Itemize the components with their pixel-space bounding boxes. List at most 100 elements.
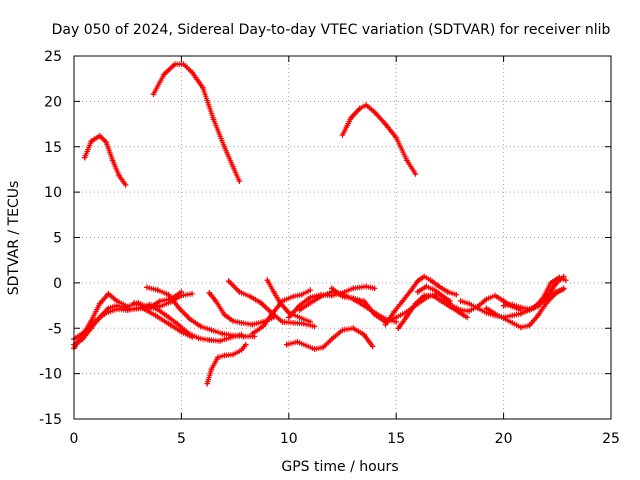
data-point	[109, 157, 116, 164]
data-point	[421, 273, 427, 280]
y-tick-label: 25	[44, 49, 62, 65]
data-point	[215, 354, 221, 361]
data-point	[318, 293, 324, 300]
data-point	[350, 295, 356, 302]
data-point	[165, 320, 172, 327]
data-point	[548, 280, 554, 286]
data-point	[404, 157, 410, 164]
x-tick-label: 0	[70, 431, 79, 447]
data-point	[363, 283, 369, 290]
data-point	[103, 139, 109, 145]
data-point	[277, 300, 283, 306]
data-point	[369, 343, 376, 350]
series-arc-4	[71, 289, 185, 351]
data-point	[210, 116, 217, 123]
data-point	[279, 319, 286, 325]
data-point	[152, 305, 159, 312]
data-point	[105, 291, 112, 297]
data-point	[236, 178, 243, 184]
data-point	[530, 305, 537, 312]
data-point	[157, 298, 163, 304]
data-point	[339, 327, 346, 333]
data-point	[412, 300, 419, 307]
series-arc-12	[249, 287, 314, 337]
data-point	[412, 171, 419, 177]
data-point	[492, 292, 498, 299]
y-axis-label: SDTVAR / TECUs	[6, 181, 22, 296]
series-markers	[150, 61, 242, 182]
data-point	[200, 85, 206, 91]
data-point	[445, 289, 451, 295]
data-point	[142, 303, 148, 310]
x-tick-label: 15	[387, 431, 405, 447]
data-point	[296, 307, 303, 313]
data-point	[258, 300, 264, 306]
data-point	[208, 327, 215, 333]
data-point	[230, 318, 236, 324]
data-point	[350, 325, 356, 331]
data-point	[453, 291, 460, 298]
data-point	[421, 292, 427, 299]
data-point	[249, 321, 256, 328]
data-point	[189, 291, 195, 297]
data-point	[155, 287, 161, 293]
data-point	[238, 347, 245, 353]
data-point	[350, 285, 356, 292]
data-point	[127, 306, 133, 312]
data-point	[144, 284, 150, 291]
data-point	[509, 320, 515, 326]
data-point	[217, 338, 223, 344]
data-point	[466, 308, 472, 314]
data-point	[189, 69, 195, 76]
data-point	[268, 311, 275, 318]
data-point	[543, 300, 550, 306]
data-point	[560, 285, 567, 292]
data-point	[339, 293, 346, 300]
grid	[74, 56, 611, 419]
data-point	[97, 300, 103, 307]
data-point	[260, 323, 266, 330]
data-point	[88, 138, 94, 145]
data-point	[180, 61, 187, 67]
data-point	[432, 287, 438, 293]
y-tick-labels: -15 -10 -5 0 5 10 15 20 25	[39, 49, 62, 428]
data-point	[382, 121, 389, 127]
data-point	[247, 293, 253, 300]
series-markers	[414, 283, 522, 314]
data-point	[296, 314, 303, 321]
data-point	[466, 300, 472, 307]
data-point	[157, 303, 163, 310]
data-point	[178, 329, 185, 335]
data-point	[363, 102, 369, 108]
data-point	[361, 331, 367, 338]
data-point	[457, 307, 464, 313]
data-point	[264, 277, 271, 283]
data-point	[500, 302, 507, 309]
data-point	[339, 132, 346, 138]
data-point	[440, 294, 447, 301]
data-point	[329, 336, 335, 342]
y-tick-label: 20	[44, 94, 62, 110]
data-point	[391, 309, 397, 315]
data-point	[552, 281, 558, 288]
series-arc-7	[131, 300, 245, 344]
y-tick-label: 10	[44, 185, 62, 201]
data-point	[509, 301, 515, 308]
data-point	[552, 291, 558, 297]
data-point	[518, 310, 524, 317]
data-point	[176, 305, 183, 312]
series-arc-1	[81, 133, 129, 188]
data-point	[185, 330, 191, 336]
data-point	[88, 325, 94, 331]
ticks	[73, 55, 612, 420]
data-point	[174, 320, 180, 327]
x-axis-label: GPS time / hours	[281, 459, 398, 475]
data-point	[230, 351, 236, 358]
data-point	[225, 278, 232, 284]
data-point	[206, 337, 213, 343]
data-point	[307, 319, 314, 325]
data-point	[172, 61, 178, 67]
data-point	[230, 163, 236, 170]
series-arc-13	[264, 277, 314, 325]
